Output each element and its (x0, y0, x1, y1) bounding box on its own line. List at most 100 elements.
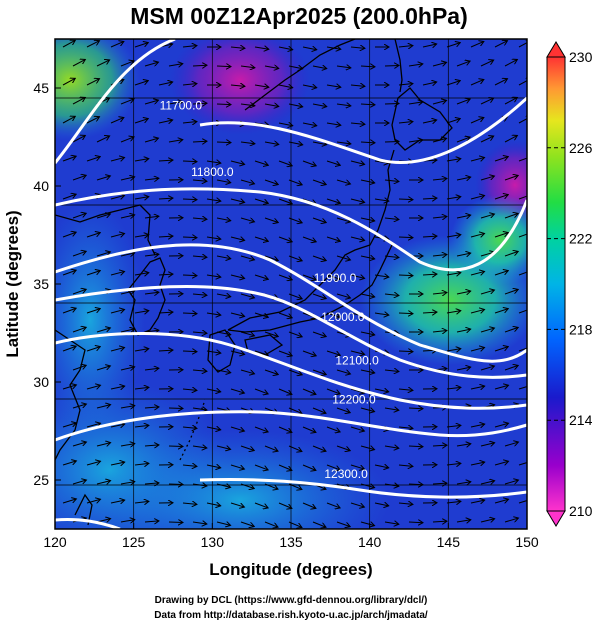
wind-arrow (120, 291, 135, 294)
wind-arrow (336, 293, 350, 298)
wind-arrow (470, 117, 484, 124)
wind-arrow (230, 47, 245, 48)
wind-arrow (86, 117, 99, 124)
wind-arrow (288, 445, 302, 451)
x-tick-label: 125 (122, 534, 146, 550)
wind-arrow (86, 271, 100, 276)
wind-arrow (62, 346, 76, 352)
wind-arrow (494, 347, 508, 352)
wind-arrow (288, 483, 302, 489)
wind-arrow (182, 84, 197, 85)
contour-line-11800 (55, 187, 527, 272)
wind-arrow (278, 350, 292, 356)
wind-arrow (480, 214, 494, 219)
wind-arrow (518, 116, 527, 124)
wind-arrow (96, 136, 110, 143)
wind-arrow (302, 502, 316, 508)
wind-arrow (456, 482, 471, 484)
wind-arrow (254, 274, 268, 279)
wind-arrow (120, 253, 135, 256)
wind-arrow (408, 484, 423, 485)
wind-arrow (110, 117, 124, 124)
wind-arrow (62, 385, 76, 390)
wind-arrow (120, 444, 135, 446)
wind-arrow (456, 329, 471, 332)
wind-arrow (240, 293, 254, 298)
x-tick-label: 130 (201, 534, 225, 550)
wind-arrow (302, 160, 316, 166)
contour-label: 12200.0 (332, 393, 376, 407)
wind-arrow (494, 385, 508, 389)
wind-arrow (230, 426, 244, 431)
wind-arrow (374, 465, 389, 468)
wind-arrow (278, 312, 292, 318)
wind-arrow (494, 271, 508, 276)
wind-arrow (432, 62, 447, 66)
wind-arrow (206, 465, 221, 468)
wind-arrow (312, 331, 326, 337)
wind-arrow (182, 46, 197, 47)
wind-arrow (86, 157, 100, 162)
wind-arrow (446, 197, 461, 199)
wind-arrow (62, 116, 75, 124)
wind-arrow (158, 274, 173, 275)
wind-arrow (192, 141, 207, 142)
wind-arrow (470, 500, 485, 503)
wind-arrow (326, 198, 340, 203)
wind-arrow (494, 79, 507, 86)
wind-arrow (350, 237, 365, 240)
wind-arrow (288, 255, 302, 261)
wind-arrow (384, 522, 399, 524)
wind-arrow (302, 426, 316, 432)
wind-arrow (494, 41, 507, 48)
wind-arrow (504, 175, 518, 181)
wind-arrow (216, 370, 231, 373)
wind-arrow (398, 465, 413, 466)
wind-arrow (288, 66, 303, 69)
wind-arrow (206, 275, 221, 277)
wind-arrow (288, 521, 302, 527)
wind-arrow (264, 445, 278, 451)
wind-arrow (518, 499, 527, 504)
wind-arrow (360, 332, 375, 335)
wind-arrow (432, 254, 447, 256)
wind-arrow (240, 217, 254, 222)
wind-arrow (326, 274, 340, 279)
wind-arrow (144, 521, 159, 522)
coastline-taiwan (74, 493, 93, 526)
credit-drawing: Drawing by DCL (https://www.gfd-dennou.o… (155, 595, 428, 606)
wind-arrow (494, 309, 508, 314)
wind-arrow (264, 483, 278, 489)
wind-arrow (144, 407, 159, 408)
wind-arrow (350, 426, 364, 431)
wind-arrow (432, 445, 447, 446)
wind-arrow (446, 463, 461, 465)
wind-arrow (240, 104, 255, 106)
colorbar: 230 226 222 218 214 210 (546, 41, 593, 527)
wind-arrow (350, 388, 364, 393)
wind-arrow (86, 423, 100, 427)
contour-line-12400 (55, 518, 121, 529)
wind-arrow (470, 386, 485, 389)
wind-arrow (230, 275, 245, 278)
wind-arrow (326, 464, 340, 470)
wind-arrow (456, 215, 471, 218)
wind-arrow (494, 157, 508, 162)
wind-arrow (422, 120, 437, 123)
wind-arrow (470, 424, 485, 427)
wind-arrow (192, 218, 207, 219)
wind-arrow (278, 274, 292, 280)
wind-arrow (230, 85, 245, 86)
contour-line-11900 (55, 243, 527, 363)
wind-arrow (158, 160, 173, 161)
wind-arrow (110, 233, 125, 237)
colorbar-tick-label: 230 (569, 49, 593, 65)
wind-arrow (446, 311, 461, 313)
wind-arrow (518, 78, 527, 86)
wind-arrow (446, 119, 460, 124)
wind-arrow (120, 520, 135, 522)
y-axis: 25 30 35 40 45 Latitude (degrees) (3, 80, 61, 488)
wind-arrow (398, 389, 413, 390)
wind-arrow (230, 464, 244, 469)
wind-arrow (182, 122, 197, 123)
